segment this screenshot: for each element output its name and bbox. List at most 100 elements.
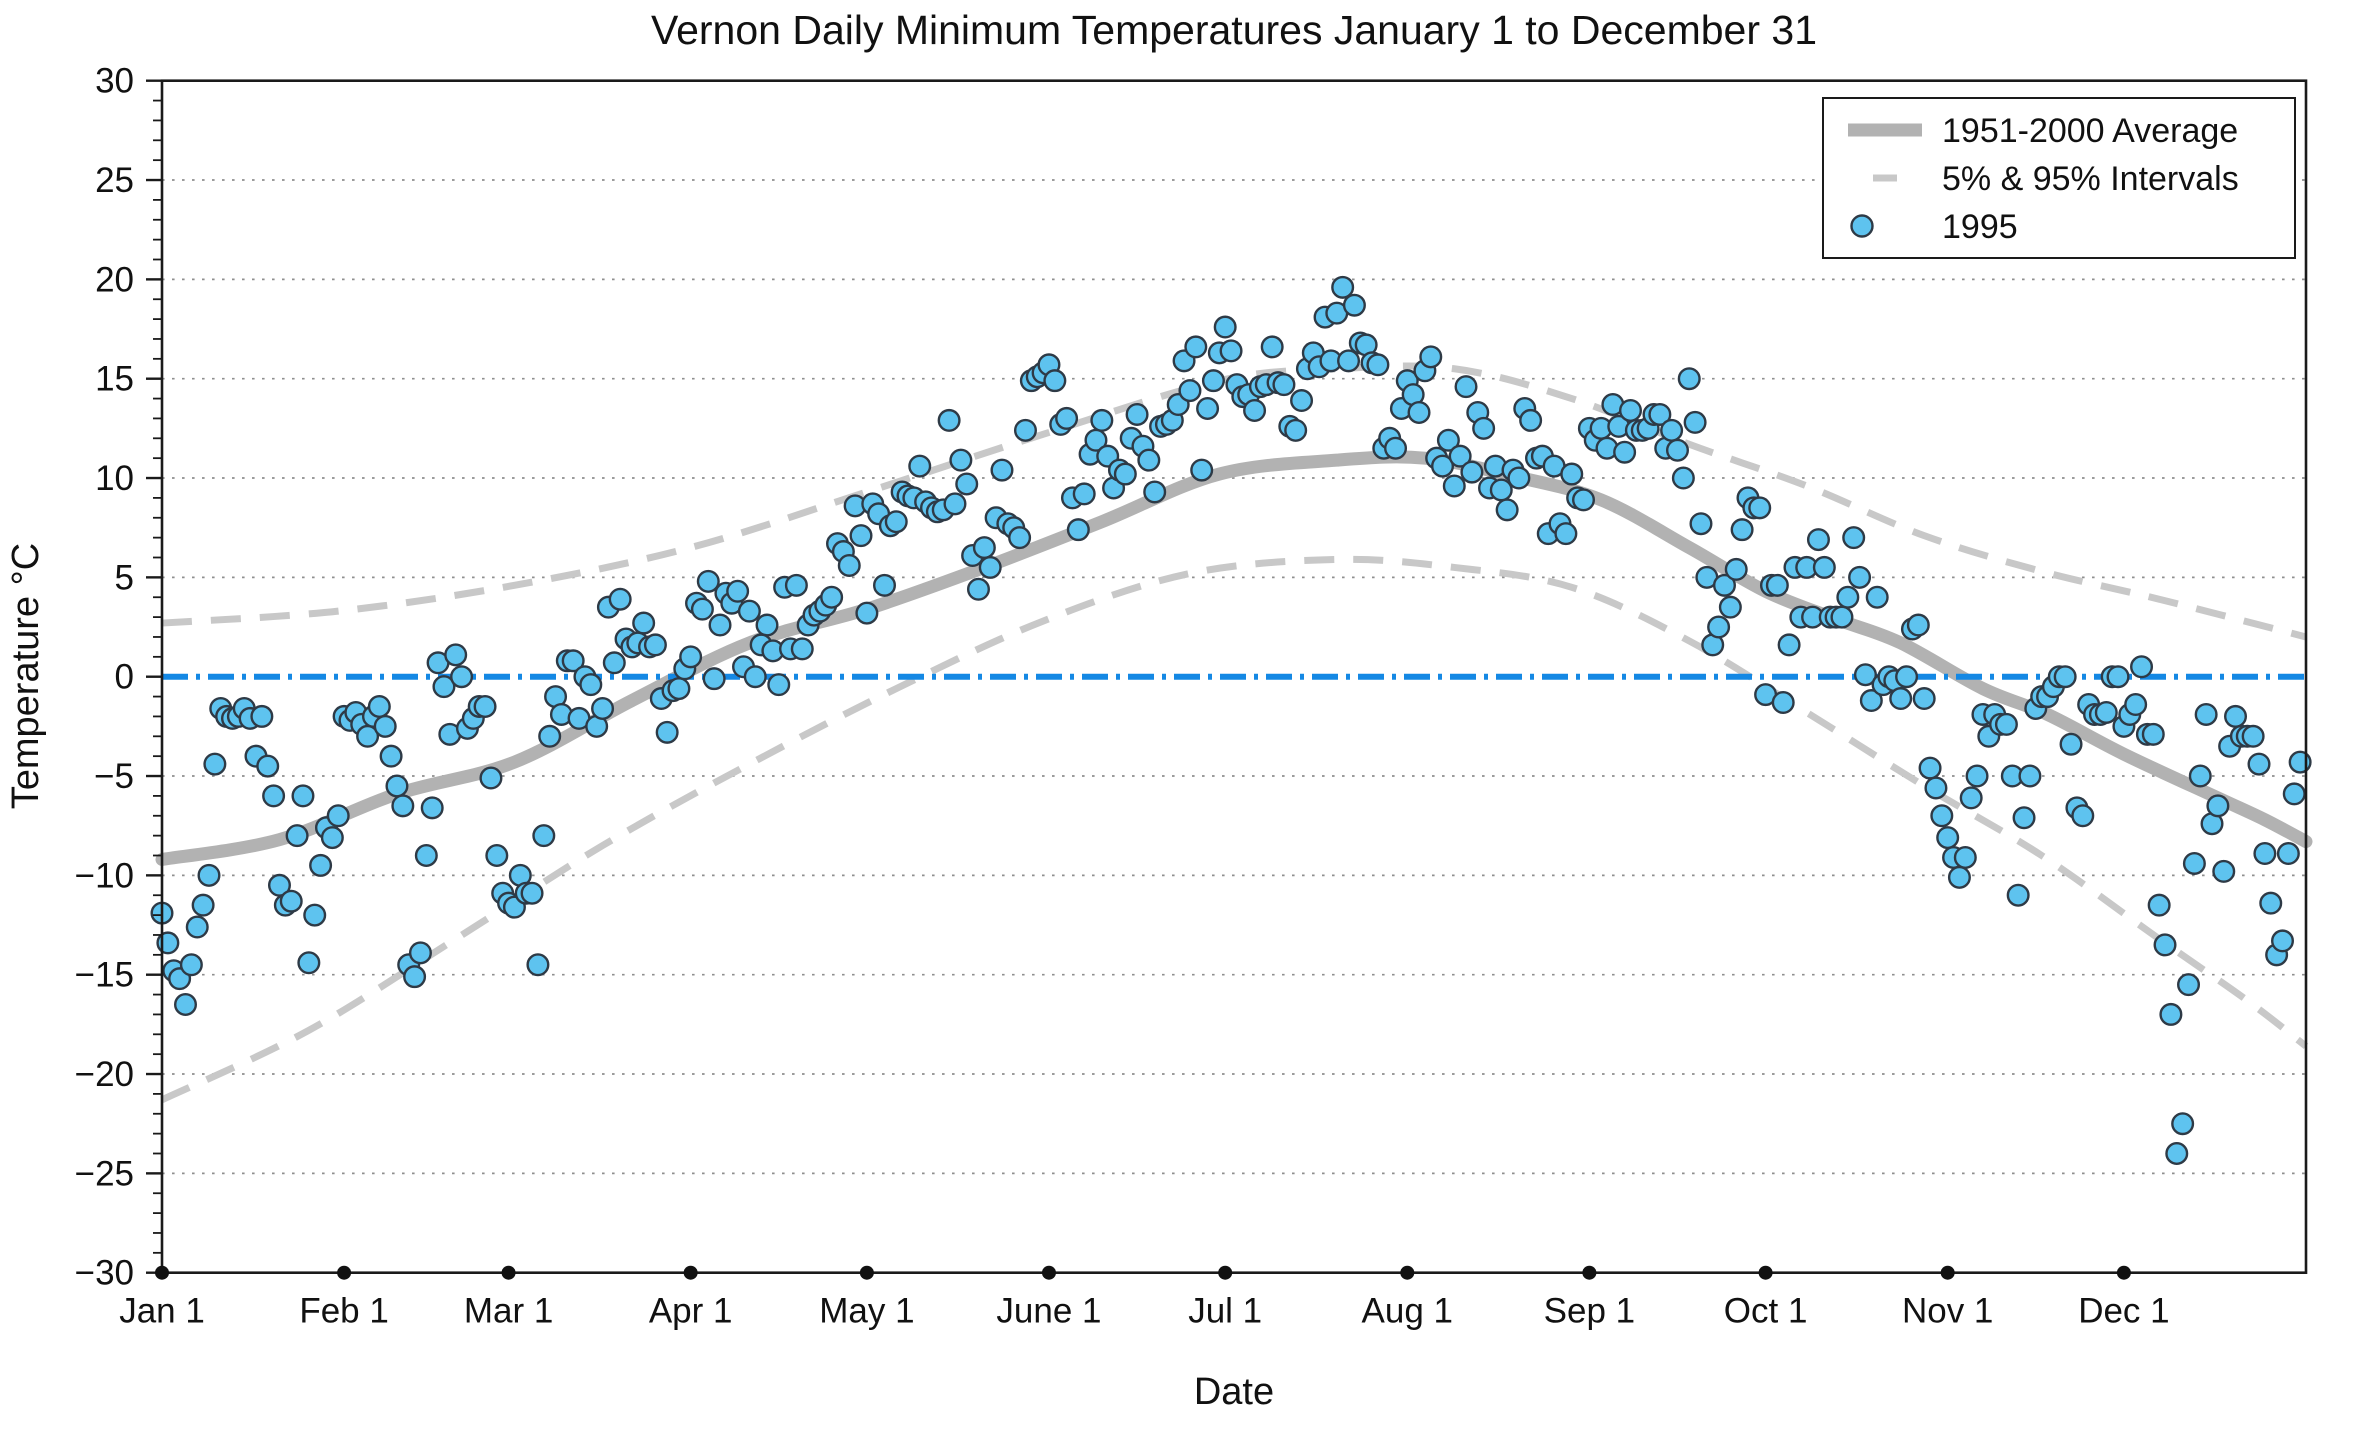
scatter-point-1995: [373, 714, 397, 738]
scatter-point-1995: [1842, 526, 1866, 550]
scatter-point-1995: [1613, 440, 1637, 464]
scatter-point-1995: [520, 881, 544, 905]
y-tick-label: 0: [115, 658, 134, 697]
scatter-point-1995: [2288, 750, 2312, 774]
scatter-point-1995: [2059, 732, 2083, 756]
scatter-point-1995: [2094, 700, 2118, 724]
scatter-point-1995: [1853, 663, 1877, 687]
scatter-point-1995: [1771, 691, 1795, 715]
chart-title: Vernon Daily Minimum Temperatures Januar…: [651, 7, 1817, 53]
average-curve: [155, 450, 2313, 866]
axis-ticks: [146, 79, 2131, 1280]
scatter-point-1995: [1994, 712, 2018, 736]
scatter-point-1995: [1201, 369, 1225, 393]
scatter-point-1995: [1260, 335, 1284, 359]
scatter-point-1995: [2012, 806, 2036, 830]
scatter-point-1995: [2212, 859, 2236, 883]
scatter-point-1995: [1830, 605, 1854, 629]
scatter-point-1995: [179, 953, 203, 977]
month-marker-feb1: [337, 1265, 352, 1280]
scatter-point-1995: [591, 696, 615, 720]
scatter-points: [150, 275, 2312, 1165]
scatter-point-1995: [643, 633, 667, 657]
y-axis-label: Temperature °C: [5, 543, 47, 810]
scatter-point-1995: [608, 587, 632, 611]
scatter-point-1995: [326, 804, 350, 828]
scatter-point-1995: [755, 613, 779, 637]
scatter-point-1995: [1953, 845, 1977, 869]
scatter-point-1995: [784, 573, 808, 597]
scatter-point-1995: [955, 472, 979, 496]
scatter-point-1995: [884, 510, 908, 534]
scatter-point-1995: [297, 951, 321, 975]
scatter-point-1995: [1730, 518, 1754, 542]
y-tick-label: −20: [75, 1055, 134, 1094]
x-axis-label: Date: [1194, 1371, 1274, 1413]
scatter-point-1995: [1947, 865, 1971, 889]
y-tick-label: 5: [115, 558, 134, 597]
scatter-point-1995: [2130, 655, 2154, 679]
scatter-point-1995: [1930, 804, 1954, 828]
scatter-point-1995: [1859, 689, 1883, 713]
x-tick-label: Oct 1: [1724, 1292, 1808, 1331]
scatter-point-1995: [1712, 573, 1736, 597]
scatter-point-1995: [403, 965, 427, 989]
legend-label-average: 1951-2000 Average: [1942, 112, 2238, 150]
scatter-point-1995: [1290, 389, 1314, 413]
scatter-point-1995: [285, 824, 309, 848]
scatter-point-1995: [2224, 704, 2248, 728]
scatter-point-1995: [1554, 522, 1578, 546]
scatter-point-1995: [737, 599, 761, 623]
scatter-point-1995: [2177, 973, 2201, 997]
scatter-point-1995: [1331, 275, 1355, 299]
scatter-point-1995: [1213, 315, 1237, 339]
scatter-point-1995: [2165, 1141, 2189, 1165]
scatter-point-1995: [408, 941, 432, 965]
scatter-point-1995: [2159, 1002, 2183, 1026]
scatter-point-1995: [1008, 526, 1032, 550]
scatter-point-1995: [303, 903, 327, 927]
scatter-point-1995: [2259, 891, 2283, 915]
scatter-point-1995: [1196, 397, 1220, 421]
scatter-point-1995: [820, 585, 844, 609]
month-marker-mar1: [501, 1265, 516, 1280]
scatter-point-1995: [1243, 398, 1267, 422]
scatter-point-1995: [538, 724, 562, 748]
scatter-point-1995: [1431, 454, 1455, 478]
scatter-point-1995: [908, 454, 932, 478]
x-tick-label: June 1: [996, 1292, 1101, 1331]
scatter-point-1995: [949, 448, 973, 472]
scatter-point-1995: [1889, 687, 1913, 711]
scatter-point-1995: [1090, 408, 1114, 432]
scatter-point-1995: [291, 784, 315, 808]
scatter-point-1995: [2006, 883, 2030, 907]
scatter-point-1995: [1519, 408, 1543, 432]
y-tick-label: −15: [75, 956, 134, 995]
x-tick-label: Dec 1: [2078, 1292, 2169, 1331]
legend: 1951-2000 Average 5% & 95% Intervals 199…: [1822, 97, 2296, 259]
scatter-point-1995: [1848, 565, 1872, 589]
scatter-point-1995: [1677, 367, 1701, 391]
scatter-point-1995: [855, 601, 879, 625]
scatter-point-1995: [1337, 349, 1361, 373]
scatter-point-1995: [1689, 512, 1713, 536]
scatter-point-1995: [1384, 436, 1408, 460]
month-marker-june1: [1041, 1265, 1056, 1280]
scatter-point-1995: [2053, 665, 2077, 689]
scatter-point-1995: [1648, 402, 1672, 426]
scatter-point-1995: [2241, 724, 2265, 748]
scatter-point-1995: [420, 796, 444, 820]
scatter-point-1995: [1072, 482, 1096, 506]
scatter-point-1995: [309, 853, 333, 877]
scatter-point-1995: [2206, 794, 2230, 818]
scatter-point-1995: [872, 573, 896, 597]
y-tick-label: 25: [95, 161, 134, 200]
scatter-point-1995: [450, 665, 474, 689]
month-marker-dec1: [2116, 1265, 2131, 1280]
y-tick-label: 10: [95, 459, 134, 498]
scatter-point-1995: [2071, 804, 2095, 828]
scatter-point-1995: [1936, 826, 1960, 850]
scatter-point-1995: [2141, 722, 2165, 746]
y-tick-label: −10: [75, 856, 134, 895]
scatter-point-1995: [1113, 462, 1137, 486]
